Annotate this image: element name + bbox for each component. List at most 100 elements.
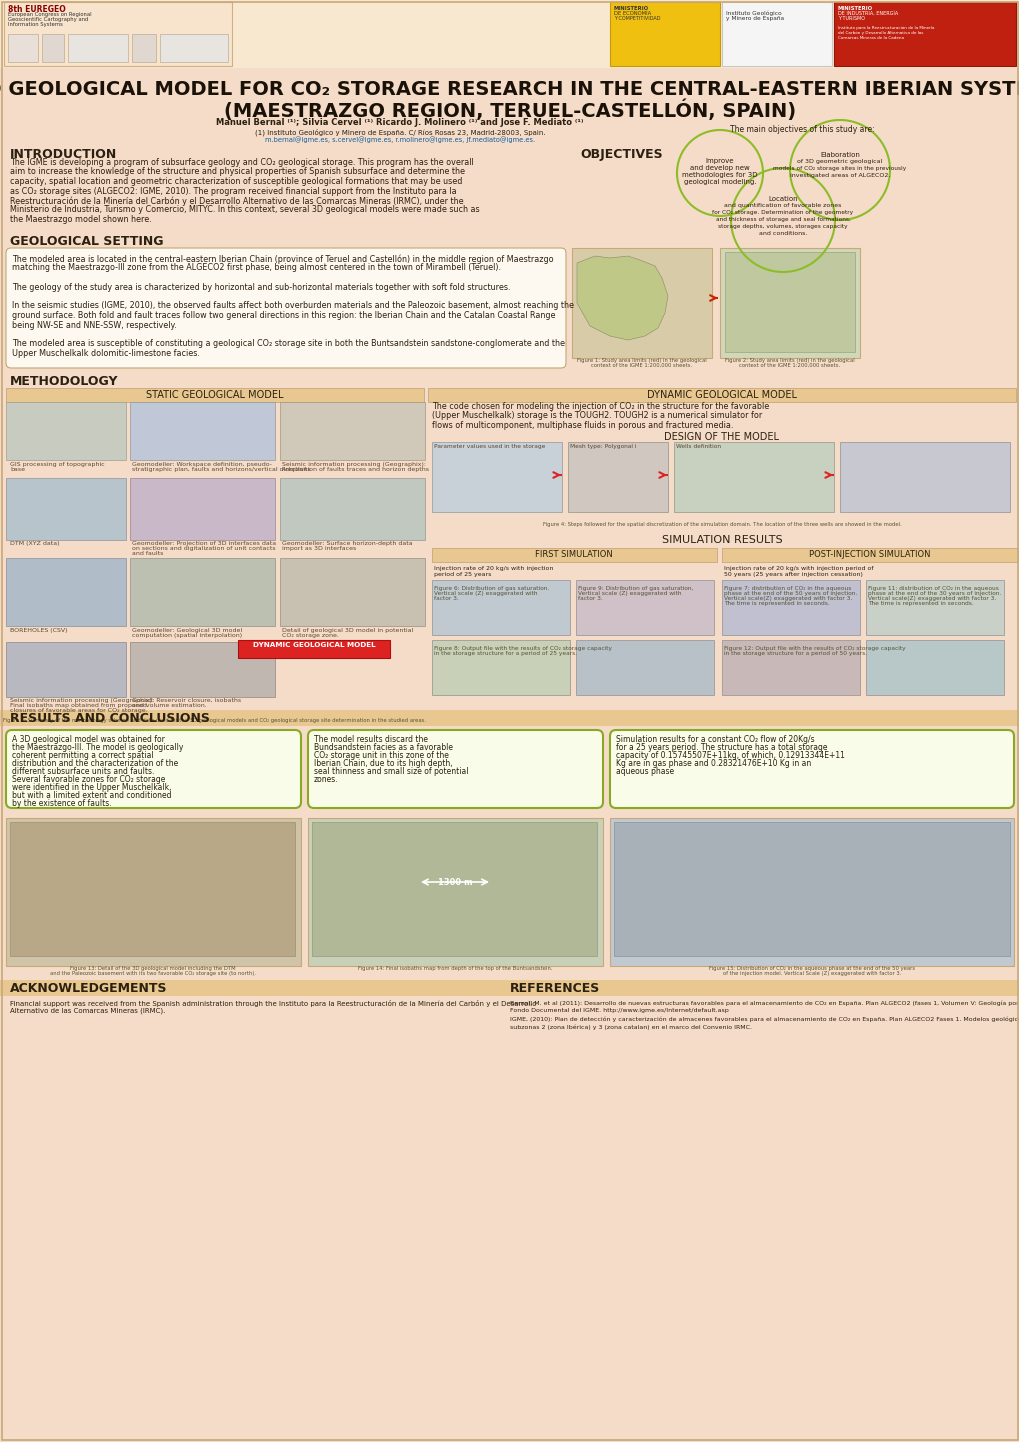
- Text: but with a limited extent and conditioned: but with a limited extent and conditione…: [12, 792, 171, 800]
- Text: aim to increase the knowledge of the structure and physical properties of Spanis: aim to increase the knowledge of the str…: [10, 167, 465, 176]
- Bar: [160, 35, 228, 62]
- Text: DYNAMIC GEOLOGICAL MODEL: DYNAMIC GEOLOGICAL MODEL: [646, 389, 796, 399]
- Text: Vertical scale (Z) exaggerated with: Vertical scale (Z) exaggerated with: [433, 591, 537, 596]
- Text: seal thinness and small size of potential: seal thinness and small size of potentia…: [314, 767, 468, 776]
- Text: Figure 1: Study area limits (red) in the geological: Figure 1: Study area limits (red) in the…: [577, 358, 706, 363]
- Text: STATIC GEOLOGICAL MODEL: STATIC GEOLOGICAL MODEL: [146, 389, 283, 399]
- Text: and faults: and faults: [131, 551, 163, 557]
- Text: DE ECONOMÍA: DE ECONOMÍA: [613, 12, 650, 16]
- Text: REFERENCES: REFERENCES: [510, 982, 599, 995]
- Bar: [129, 558, 275, 626]
- Text: Geomodeller: Workspace definition, pseudo-: Geomodeller: Workspace definition, pseud…: [131, 461, 272, 467]
- Text: Figure 14: Final isobaths map from depth of the top of the Buntsandstein.: Figure 14: Final isobaths map from depth…: [358, 966, 551, 970]
- Text: 1300 m: 1300 m: [437, 878, 472, 887]
- Text: Mesh type: Polygonal i: Mesh type: Polygonal i: [570, 444, 636, 448]
- Bar: [721, 1, 832, 66]
- Bar: [609, 1, 719, 66]
- Text: models of CO₂ storage sites in the previously: models of CO₂ storage sites in the previ…: [772, 166, 906, 172]
- Bar: [432, 580, 570, 634]
- Text: zones.: zones.: [314, 774, 338, 784]
- Text: phase at the end of the 30 years of injection.: phase at the end of the 30 years of inje…: [867, 591, 1001, 596]
- Text: ground surface. Both fold and fault traces follow two general directions in this: ground surface. Both fold and fault trac…: [12, 311, 555, 320]
- Bar: [719, 248, 859, 358]
- Bar: [237, 640, 389, 658]
- Text: base: base: [10, 467, 25, 472]
- Text: Alternativo de las Comarcas Mineras (IRMC).: Alternativo de las Comarcas Mineras (IRM…: [10, 1008, 165, 1015]
- Text: Manuel Bernal ⁽¹⁾; Silvia Cervel ⁽¹⁾ Ricardo J. Molinero ⁽¹⁾ and Jose F. Mediato: Manuel Bernal ⁽¹⁾; Silvia Cervel ⁽¹⁾ Ric…: [216, 118, 583, 127]
- Text: POST-INJECTION SIMULATION: POST-INJECTION SIMULATION: [808, 549, 930, 559]
- Text: distribution and the characterization of the: distribution and the characterization of…: [12, 758, 178, 769]
- Text: The model results discard the: The model results discard the: [314, 735, 428, 744]
- Text: METHODOLOGY: METHODOLOGY: [10, 375, 118, 388]
- Text: Iberian Chain, due to its high depth,: Iberian Chain, due to its high depth,: [314, 758, 452, 769]
- Bar: [432, 640, 570, 695]
- Text: Vertical scale(Z) exaggerated with factor 3.: Vertical scale(Z) exaggerated with facto…: [867, 596, 996, 601]
- Bar: [428, 388, 1015, 402]
- Text: computation (spatial interpolation): computation (spatial interpolation): [131, 633, 242, 637]
- Text: GEOLOGICAL SETTING: GEOLOGICAL SETTING: [10, 235, 163, 248]
- Bar: [432, 443, 561, 512]
- Bar: [280, 558, 425, 626]
- Text: Parameter values used in the storage: Parameter values used in the storage: [433, 444, 545, 448]
- Text: in the storage structure for a period of 25 years.: in the storage structure for a period of…: [433, 650, 577, 656]
- Text: DYNAMIC GEOLOGICAL MODEL: DYNAMIC GEOLOGICAL MODEL: [253, 642, 375, 647]
- Text: for a 25 years period. The structure has a total storage: for a 25 years period. The structure has…: [615, 743, 826, 751]
- Text: Location: Location: [767, 196, 797, 202]
- Bar: [131, 35, 156, 62]
- Bar: [834, 1, 1015, 66]
- Text: methodologies for 3D: methodologies for 3D: [682, 172, 757, 177]
- Text: for CO₂ storage. Determination of the geometry: for CO₂ storage. Determination of the ge…: [711, 211, 853, 215]
- Bar: [613, 822, 1009, 956]
- Bar: [129, 477, 275, 539]
- Text: Final isobaths map obtained from proposed: Final isobaths map obtained from propose…: [10, 704, 147, 708]
- Text: Figure 8: Output file with the results of CO₂ storage capacity: Figure 8: Output file with the results o…: [433, 646, 611, 650]
- Bar: [129, 402, 275, 460]
- Text: Improve: Improve: [705, 159, 734, 164]
- Text: Information Systems: Information Systems: [8, 22, 63, 27]
- Text: matching the Maestrazgo-III zone from the ALGECO2 first phase, being almost cent: matching the Maestrazgo-III zone from th…: [12, 264, 500, 273]
- Bar: [865, 580, 1003, 634]
- Text: and quantification of favorable zones: and quantification of favorable zones: [723, 203, 841, 208]
- Text: phase at the end of the 50 years of injection.: phase at the end of the 50 years of inje…: [723, 591, 856, 596]
- Text: (Upper Muschelkalk) storage is the TOUGH2. TOUGH2 is a numerical simulator for: (Upper Muschelkalk) storage is the TOUGH…: [432, 411, 761, 421]
- Text: import as 3D interfaces: import as 3D interfaces: [281, 547, 356, 551]
- Text: (MAESTRAZGO REGION, TERUEL-CASTELLÓN, SPAIN): (MAESTRAZGO REGION, TERUEL-CASTELLÓN, SP…: [224, 99, 795, 121]
- Bar: [865, 640, 1003, 695]
- Bar: [10, 822, 294, 956]
- Text: Seismic information processing (Geographix):: Seismic information processing (Geograph…: [10, 698, 154, 704]
- Text: Figure 15: Distribution of CO₂ in the aqueous phase at the end of the 50 years: Figure 15: Distribution of CO₂ in the aq…: [708, 966, 914, 970]
- Text: Instituto Geológico: Instituto Geológico: [726, 10, 781, 16]
- Text: Figure 2: Study area limits (red) in the geological: Figure 2: Study area limits (red) in the…: [725, 358, 854, 363]
- Text: The main objectives of this study are:: The main objectives of this study are:: [730, 125, 873, 134]
- Text: IGME, (2010): Plan de detección y caracterización de almacenes favorables para e: IGME, (2010): Plan de detección y caract…: [510, 1017, 1019, 1021]
- Text: OBJECTIVES: OBJECTIVES: [580, 149, 662, 162]
- Text: 3D GEOLOGICAL MODEL FOR CO₂ STORAGE RESEARCH IN THE CENTRAL-EASTERN IBERIAN SYST: 3D GEOLOGICAL MODEL FOR CO₂ STORAGE RESE…: [0, 79, 1019, 99]
- Text: and thickness of storage and seal formations,: and thickness of storage and seal format…: [715, 216, 850, 222]
- Text: The modeled area is located in the central-eastern Iberian Chain (province of Te: The modeled area is located in the centr…: [12, 254, 553, 264]
- Bar: [721, 548, 1017, 562]
- FancyBboxPatch shape: [6, 730, 301, 808]
- Text: storage depths, volumes, storages capacity: storage depths, volumes, storages capaci…: [717, 224, 847, 229]
- Text: Figure 12: Output file with the results of CO₂ storage capacity: Figure 12: Output file with the results …: [723, 646, 905, 650]
- Text: The code chosen for modeling the injection of CO₂ in the structure for the favor: The code chosen for modeling the injecti…: [432, 402, 768, 411]
- Text: stratigraphic plan, faults and horizons/vertical directions: stratigraphic plan, faults and horizons/…: [131, 467, 311, 472]
- Text: GIS processing of topographic: GIS processing of topographic: [10, 461, 105, 467]
- Text: and the Paleozoic basement with its two favorable CO₂ storage site (to north).: and the Paleozoic basement with its two …: [50, 970, 256, 976]
- Bar: [0, 981, 1019, 996]
- Text: Comarcas Mineras de la Cadena: Comarcas Mineras de la Cadena: [838, 36, 903, 40]
- Text: the Maestrazgo model shown here.: the Maestrazgo model shown here.: [10, 215, 152, 224]
- Text: geological modeling.: geological modeling.: [683, 179, 755, 185]
- Text: SIMULATION RESULTS: SIMULATION RESULTS: [661, 535, 782, 545]
- Bar: [308, 818, 602, 966]
- Bar: [4, 1, 231, 66]
- Text: The modeled area is susceptible of constituting a geological CO₂ storage site in: The modeled area is susceptible of const…: [12, 339, 565, 349]
- Text: The time is represented in seconds.: The time is represented in seconds.: [723, 601, 828, 606]
- Bar: [725, 252, 854, 352]
- Bar: [6, 402, 126, 460]
- Bar: [432, 548, 716, 562]
- Text: Figure 13: Detail of the 3D geological model including the DTM: Figure 13: Detail of the 3D geological m…: [70, 966, 235, 970]
- Bar: [576, 580, 713, 634]
- Text: 8th EUREGEO: 8th EUREGEO: [8, 4, 65, 14]
- Bar: [312, 822, 596, 956]
- Text: FIRST SIMULATION: FIRST SIMULATION: [535, 549, 612, 559]
